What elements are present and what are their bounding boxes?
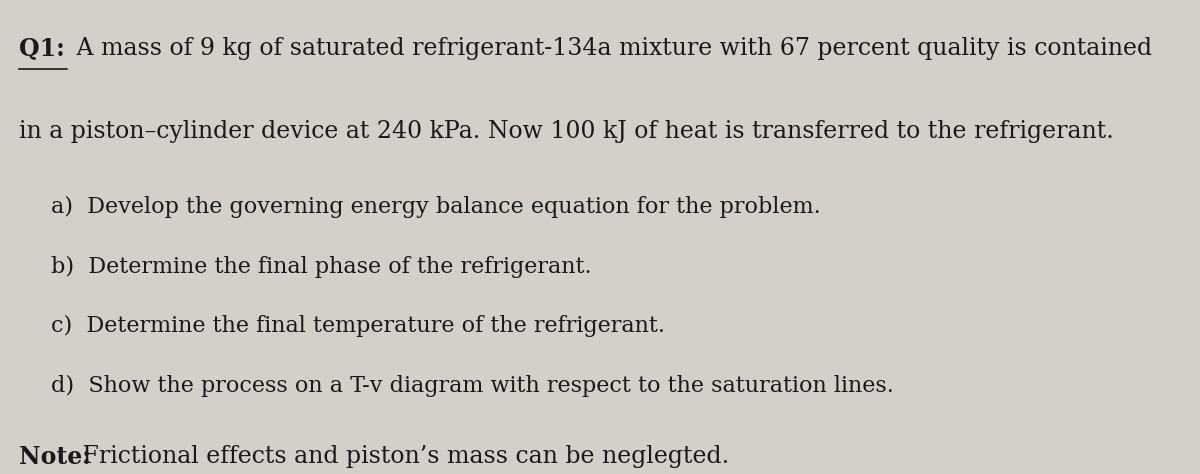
Text: Q1:: Q1: bbox=[19, 36, 65, 61]
Text: A mass of 9 kg of saturated refrigerant-134a mixture with 67 percent quality is : A mass of 9 kg of saturated refrigerant-… bbox=[70, 36, 1152, 60]
Text: Frictional effects and piston’s mass can be neglegted.: Frictional effects and piston’s mass can… bbox=[76, 445, 730, 468]
Text: a)  Develop the governing energy balance equation for the problem.: a) Develop the governing energy balance … bbox=[50, 196, 821, 218]
Text: c)  Determine the final temperature of the refrigerant.: c) Determine the final temperature of th… bbox=[50, 315, 665, 337]
Text: in a piston–cylinder device at 240 kPa. Now 100 kJ of heat is transferred to the: in a piston–cylinder device at 240 kPa. … bbox=[19, 119, 1114, 143]
Text: d)  Show the process on a T-v diagram with respect to the saturation lines.: d) Show the process on a T-v diagram wit… bbox=[50, 375, 894, 397]
Text: b)  Determine the final phase of the refrigerant.: b) Determine the final phase of the refr… bbox=[50, 255, 592, 278]
Text: Note:: Note: bbox=[19, 445, 90, 469]
